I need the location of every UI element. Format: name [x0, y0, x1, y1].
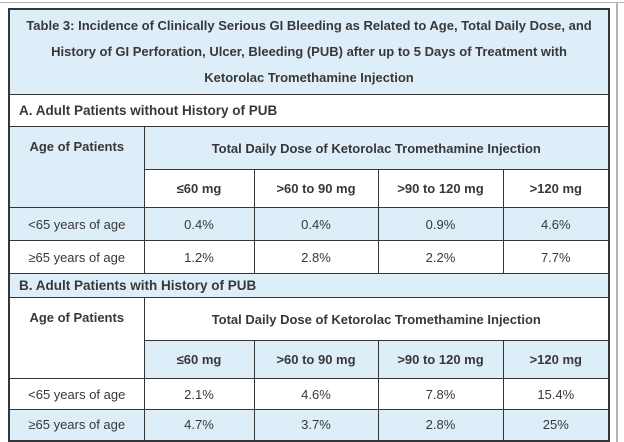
- incidence-cell: 2.2%: [377, 240, 504, 274]
- incidence-cell: 4.7%: [143, 409, 255, 441]
- age-row-label: ≥65 years of age: [8, 409, 145, 441]
- age-row-label: <65 years of age: [8, 207, 145, 241]
- incidence-cell: 0.4%: [143, 207, 255, 241]
- section-a-dose-col-le60: ≤60 mg: [143, 169, 255, 208]
- section-a-dose-col-90-120: >90 to 120 mg: [377, 169, 504, 208]
- incidence-cell: 3.7%: [253, 409, 379, 441]
- section-a-dose-col-60-90: >60 to 90 mg: [253, 169, 379, 208]
- incidence-cell: 2.8%: [253, 240, 379, 274]
- section-a-age-of-patients-header: Age of Patients: [8, 126, 145, 208]
- section-b-dose-col-gt120: >120 mg: [502, 340, 610, 379]
- incidence-cell: 25%: [502, 409, 610, 441]
- table-row: ≥65 years of age 4.7% 3.7% 2.8% 25%: [8, 409, 610, 441]
- age-row-label: ≥65 years of age: [8, 240, 145, 274]
- age-row-label: <65 years of age: [8, 378, 145, 410]
- incidence-cell: 7.8%: [377, 378, 504, 410]
- incidence-cell: 2.8%: [377, 409, 504, 441]
- section-a-dose-col-gt120: >120 mg: [502, 169, 610, 208]
- incidence-cell: 15.4%: [502, 378, 610, 410]
- table-row: ≥65 years of age 1.2% 2.8% 2.2% 7.7%: [8, 240, 610, 274]
- section-b-dose-col-60-90: >60 to 90 mg: [253, 340, 379, 379]
- incidence-cell: 2.1%: [143, 378, 255, 410]
- table-title: Table 3: Incidence of Clinically Serious…: [8, 8, 610, 95]
- incidence-cell: 0.9%: [377, 207, 504, 241]
- incidence-cell: 4.6%: [253, 378, 379, 410]
- page-top-rule: [0, 2, 624, 3]
- gi-bleeding-incidence-table: Table 3: Incidence of Clinically Serious…: [8, 8, 611, 442]
- section-b-dose-col-90-120: >90 to 120 mg: [377, 340, 504, 379]
- section-b-heading: B. Adult Patients with History of PUB: [8, 273, 610, 298]
- table-row: <65 years of age 2.1% 4.6% 7.8% 15.4%: [8, 378, 610, 410]
- table-row: <65 years of age 0.4% 0.4% 0.9% 4.6%: [8, 207, 610, 241]
- incidence-cell: 7.7%: [502, 240, 610, 274]
- page-right-rule: [616, 2, 618, 442]
- section-b-dose-span-header: Total Daily Dose of Ketorolac Tromethami…: [143, 297, 610, 341]
- section-b-age-of-patients-header: Age of Patients: [8, 297, 145, 379]
- section-a-heading: A. Adult Patients without History of PUB: [8, 94, 610, 127]
- section-b-dose-col-le60: ≤60 mg: [143, 340, 255, 379]
- incidence-cell: 4.6%: [502, 207, 610, 241]
- section-a-dose-span-header: Total Daily Dose of Ketorolac Tromethami…: [143, 126, 610, 170]
- incidence-cell: 1.2%: [143, 240, 255, 274]
- incidence-cell: 0.4%: [253, 207, 379, 241]
